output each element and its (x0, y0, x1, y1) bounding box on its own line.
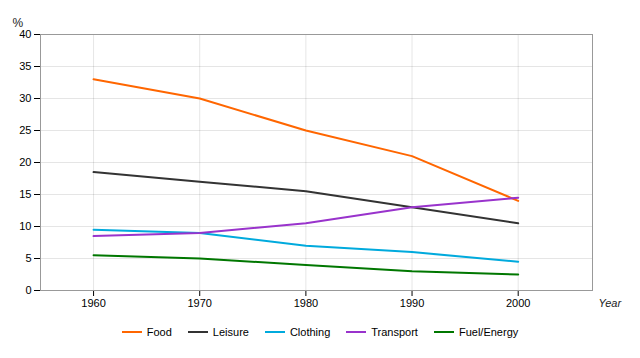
svg-text:25: 25 (19, 124, 31, 136)
svg-text:20: 20 (19, 156, 31, 168)
html-text:Leisure: Leisure (212, 326, 249, 338)
svg-text:30: 30 (19, 92, 31, 104)
html-text:Clothing: Clothing (289, 326, 331, 338)
svg-text:1990: 1990 (400, 297, 424, 309)
svg-text:1980: 1980 (294, 297, 318, 309)
html-text:Food: Food (146, 326, 172, 338)
html-text:Fuel/Energy: Fuel/Energy (458, 326, 519, 338)
svg-text:2000: 2000 (506, 297, 530, 309)
svg-text:1960: 1960 (81, 297, 105, 309)
svg-text:10: 10 (19, 220, 31, 232)
svg-text:1970: 1970 (187, 297, 211, 309)
svg-text:35: 35 (19, 60, 31, 72)
svg-text:Year: Year (599, 297, 623, 309)
svg-text:0: 0 (25, 284, 31, 296)
svg-text:5: 5 (25, 252, 31, 264)
svg-text:15: 15 (19, 188, 31, 200)
html-text:Transport: Transport (371, 326, 418, 338)
svg-text:40: 40 (19, 28, 32, 40)
svg-text:%: % (13, 16, 24, 30)
